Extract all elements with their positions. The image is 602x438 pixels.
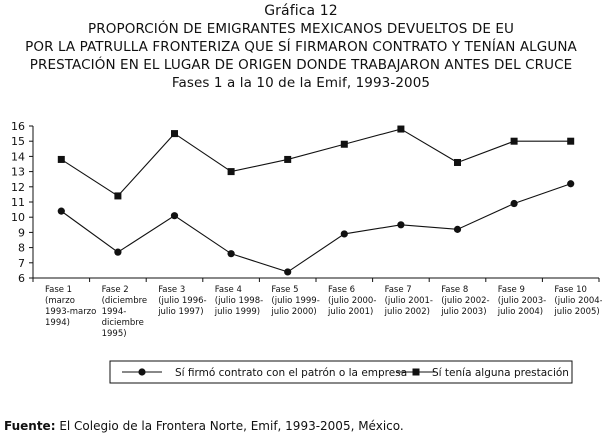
- x-tick-label-line: Fase 10: [554, 285, 587, 295]
- data-point-circle: [114, 248, 122, 256]
- x-tick-label: Fase 7 (julio 2001-julio 2002): [384, 285, 433, 317]
- x-tick-label-line: Fase 1: [45, 285, 72, 295]
- x-tick-label-line: Fase 7: [385, 285, 412, 295]
- data-point-circle: [397, 221, 405, 229]
- data-point-square: [57, 155, 65, 163]
- x-tick-label-line: julio 1997): [157, 307, 203, 317]
- x-tick-label-line: julio 2002): [384, 307, 430, 317]
- x-tick-label-line: julio 2001): [327, 307, 373, 317]
- x-tick-label-line: (julio 2002-: [441, 296, 489, 306]
- data-point-circle: [340, 230, 348, 238]
- data-point-circle: [57, 207, 65, 215]
- x-tick-label: Fase 5 (julio 1999-julio 2000): [270, 285, 319, 317]
- data-point-circle: [567, 180, 575, 188]
- y-tick-label: 8: [18, 242, 25, 255]
- data-point-square: [454, 158, 461, 166]
- title-line: POR LA PATRULLA FRONTERIZA QUE SÍ FIRMAR…: [25, 39, 577, 55]
- legend-box: [109, 360, 573, 384]
- y-tick-label: 10: [11, 211, 25, 224]
- data-point-circle: [170, 212, 179, 220]
- x-tick-label: Fase 3 (julio 1996-julio 1997): [157, 285, 206, 317]
- title-line: PROPORCIÓN DE EMIGRANTES MEXICANOS DEVUE…: [88, 21, 514, 37]
- data-point-square: [171, 130, 178, 138]
- x-tick-label: Fase 10 (julio 2004-julio 2005): [553, 285, 602, 317]
- legend-marker-square: [412, 368, 420, 376]
- chart-number: Gráfica 12: [264, 3, 338, 19]
- x-tick-label-line: 1993-marzo: [45, 307, 96, 317]
- x-tick-label: Fase 4 (julio 1998-julio 1999): [214, 285, 263, 317]
- x-tick-label-line: Fase 2: [102, 285, 129, 295]
- x-tick-label-line: Fase 4: [215, 285, 242, 295]
- x-tick-label-line: (julio 1996-: [158, 296, 206, 306]
- x-tick-label-line: (julio 2003-: [498, 296, 546, 306]
- data-point-square: [114, 192, 122, 200]
- source-text: El Colegio de la Frontera Norte, Emif, 1…: [55, 419, 404, 433]
- legend-label: Sí tenía alguna prestación: [432, 367, 569, 379]
- x-tick-label-line: (julio 2004-: [554, 296, 602, 306]
- data-point-circle: [510, 199, 518, 208]
- data-point-square: [510, 137, 518, 145]
- x-tick-label-line: 1995): [102, 329, 127, 339]
- y-tick-label: 13: [11, 166, 25, 179]
- data-point-square: [284, 155, 292, 163]
- x-tick-label-line: julio 2005): [553, 307, 599, 317]
- x-tick-label: Fase 6 (julio 2000-julio 2001): [327, 285, 376, 317]
- x-tick-label-line: (diciembre: [102, 296, 148, 306]
- x-tick-label: Fase 1 (marzo 1993-marzo 1994): [45, 285, 96, 328]
- y-tick-label: 14: [11, 150, 25, 163]
- x-tick-label-line: 1994): [45, 318, 70, 328]
- y-tick-label: 9: [18, 226, 25, 239]
- series-line-2: [61, 128, 571, 197]
- source-note: Fuente: El Colegio de la Frontera Norte,…: [4, 419, 404, 433]
- x-tick-label-line: julio 2004): [497, 307, 543, 317]
- series-line-1: [60, 183, 571, 273]
- title-line: PRESTACIÓN EN EL LUGAR DE ORIGEN DONDE T…: [29, 57, 573, 73]
- data-point-square: [567, 137, 575, 145]
- x-tick-label-line: Fase 9: [498, 285, 525, 295]
- y-tick-label: 16: [11, 120, 25, 133]
- data-point-circle: [453, 225, 462, 233]
- data-point-circle: [227, 250, 235, 258]
- x-tick-label-line: (marzo: [45, 296, 75, 306]
- x-tick-label-line: diciembre: [102, 318, 144, 328]
- y-tick-label: 15: [11, 135, 25, 148]
- x-tick-label-line: julio 1999): [214, 307, 260, 317]
- data-point-circle: [284, 268, 292, 276]
- x-tick-label-line: julio 2003): [440, 307, 486, 317]
- x-tick-label-line: Fase 3: [158, 285, 185, 295]
- x-tick-label-line: (julio 1999-: [271, 296, 319, 306]
- x-tick-label-line: (julio 2000-: [328, 296, 376, 306]
- chart-title: Gráfica 12 PROPORCIÓN DE EMIGRANTES MEXIC…: [0, 2, 602, 92]
- data-point-square: [227, 168, 235, 176]
- data-point-square: [397, 125, 405, 133]
- x-tick-label-line: Fase 5: [271, 285, 298, 295]
- x-tick-label: Fase 9 (julio 2003-julio 2004): [497, 285, 546, 317]
- x-tick-label-line: Fase 8: [441, 285, 468, 295]
- title-line: Fases 1 a la 10 de la Emif, 1993-2005: [171, 75, 431, 91]
- legend-marker-circle: [138, 368, 146, 376]
- legend-label: Sí firmó contrato con el patrón o la emp…: [175, 367, 407, 379]
- x-tick-label: Fase 2 (diciembre 1994-diciembre 1995): [102, 285, 148, 339]
- x-tick-label-line: (julio 1998-: [215, 296, 263, 306]
- y-tick-label: 12: [11, 181, 25, 194]
- x-tick-label-line: Fase 6: [328, 285, 355, 295]
- x-tick-label-line: 1994-: [102, 307, 127, 317]
- data-point-square: [340, 140, 348, 148]
- x-tick-label-line: julio 2000): [270, 307, 316, 317]
- x-tick-label-line: (julio 2001-: [385, 296, 433, 306]
- x-tick-label: Fase 8 (julio 2002-julio 2003): [440, 285, 489, 317]
- y-tick-label: 7: [18, 257, 25, 270]
- y-tick-label: 6: [18, 272, 25, 285]
- source-label: Fuente:: [4, 419, 56, 433]
- y-tick-label: 11: [11, 196, 25, 209]
